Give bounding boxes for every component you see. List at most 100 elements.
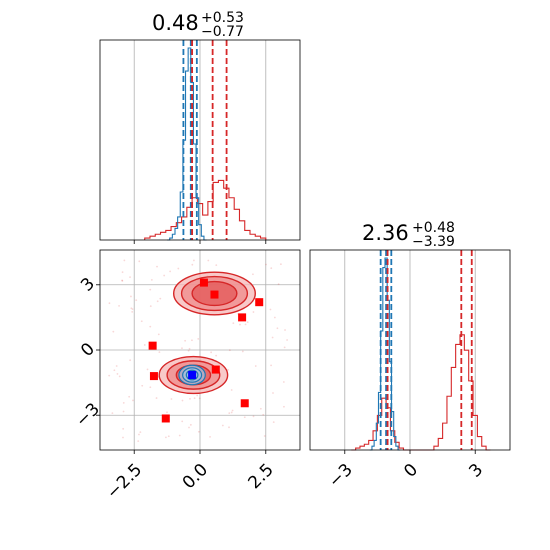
scatter-point [167,435,170,438]
scatter-point [184,339,187,342]
hist1-title-value: 0.48 [152,11,199,35]
scatter-point [271,336,274,339]
hist2-tick-label-0: −3 [325,460,357,492]
panel-2d: −2.5 0.0 2.5 −3 0 3 [72,249,301,503]
hist1-red-histogram [144,179,267,240]
scatter-point [169,270,172,273]
scatter-point [272,421,275,424]
scatter-point [163,274,166,277]
scatter-point [149,325,152,328]
scatter-point [131,308,134,311]
blue-marker [188,371,197,379]
scatter-point [122,401,125,404]
scatter-point [227,368,229,371]
panel-hist-param2: −3 0 3 2.36 +0.48 −3.39 [309,220,511,492]
scatter-point [131,310,134,313]
2d-ytick-label-2: 3 [77,274,99,296]
scatter-point [118,304,120,307]
hist2-series [351,257,491,451]
scatter-point [121,279,124,282]
scatter-point [230,389,233,391]
scatter-point [130,295,132,298]
scatter-point [228,426,230,429]
scatter-point [177,267,180,270]
hist1-grid [133,40,267,240]
2d-markers [148,278,264,423]
scatter-point [243,416,246,419]
scatter-point [159,297,162,300]
scatter-point [118,375,121,378]
2d-ytick-label-1: 0 [77,339,99,361]
2d-xtick-label-1: 0.0 [179,460,212,493]
scatter-point [140,320,143,323]
scatter-point [112,330,115,333]
scatter-point [276,327,279,330]
scatter-point [108,374,111,377]
hist1-title-upper: +0.53 [201,10,244,26]
hist2-title-lower: −3.39 [412,234,455,250]
scatter-point [246,321,249,323]
scatter-point [149,305,152,308]
scatter-point [139,431,142,434]
scatter-point [228,412,231,415]
2d-xtick-label-2: 2.5 [245,460,278,493]
scatter-point [197,337,200,340]
scatter-point [239,323,241,326]
scatter-point [155,397,158,399]
hist2-ticks: −3 0 3 [325,450,487,492]
scatter-point [273,316,276,319]
2d-y-ticks: −3 0 3 [72,274,104,431]
scatter-point [232,322,235,325]
red-marker-7 [240,399,249,408]
scatter-point [215,264,218,267]
panel-hist-param1: 0.48 +0.53 −0.77 [99,10,301,244]
hist1-title-lower: −0.77 [201,24,244,40]
hist1-quantiles [182,40,228,240]
scatter-point [128,395,131,398]
scatter-point [149,386,152,389]
scatter-point [108,302,111,305]
scatter-point [193,397,196,400]
scatter-point [230,411,233,414]
scatter-point [189,397,191,400]
scatter-point [254,365,257,367]
red-marker-3 [255,298,264,307]
scatter-point [282,381,285,383]
scatter-point [252,415,255,418]
scatter-point [263,435,266,437]
hist2-blue-histogram [369,257,401,451]
scatter-point [188,426,190,429]
hist2-tick-label-1: 0 [400,460,422,482]
scatter-point [138,260,141,263]
scatter-point [197,430,200,433]
scatter-point [221,424,224,427]
scatter-point [198,397,201,400]
scatter-point [259,407,262,410]
scatter-point [181,399,184,402]
scatter-point [111,412,114,415]
hist1-blue-histogram [167,47,207,241]
scatter-point [178,434,181,437]
scatter-point [215,354,218,357]
scatter-point [129,276,131,279]
scatter-point [170,398,173,400]
scatter-point [207,259,210,262]
scatter-point [191,263,194,266]
scatter-point [210,351,213,354]
scatter-point [165,436,167,439]
hist2-tick-label-2: 3 [465,460,487,482]
hist2-quantiles [379,250,473,450]
hist2-title-value: 2.36 [362,221,409,245]
scatter-point [122,427,125,430]
scatter-point [262,413,265,416]
scatter-point [132,399,134,402]
scatter-point [166,411,168,414]
2d-xtick-label-0: −2.5 [103,460,146,503]
scatter-point [115,365,118,367]
scatter-point [116,373,119,375]
scatter-point [252,311,255,313]
hist2-grid [344,250,476,450]
scatter-point [157,333,160,336]
scatter-point [244,323,247,326]
